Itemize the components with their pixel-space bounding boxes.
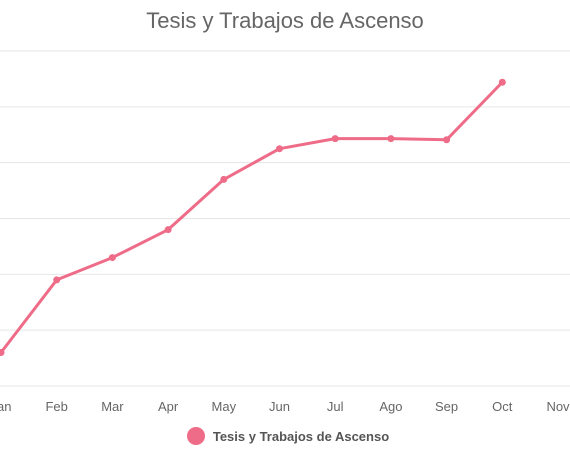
x-tick-label: Ago: [379, 399, 402, 414]
gridlines: [0, 50, 570, 387]
data-point[interactable]: [108, 254, 116, 262]
x-tick-label: Apr: [158, 399, 179, 414]
series-points: [0, 78, 506, 356]
x-tick-label: Sep: [435, 399, 458, 414]
x-tick-label: Jan: [0, 399, 11, 414]
data-point[interactable]: [498, 78, 506, 86]
data-point[interactable]: [220, 175, 228, 183]
x-axis-ticks: Jan Feb Mar Apr May Jun Jul Ago Sep Oct Nov: [0, 399, 570, 414]
legend-label: Tesis y Trabajos de Ascenso: [212, 428, 390, 444]
data-point[interactable]: [387, 135, 395, 143]
data-point[interactable]: [331, 135, 339, 143]
legend: Tesis y Trabajos de Ascenso: [0, 424, 570, 448]
legend-item[interactable]: Tesis y Trabajos de Ascenso: [186, 427, 390, 445]
data-point[interactable]: [443, 136, 451, 144]
data-point[interactable]: [164, 226, 172, 234]
data-point[interactable]: [53, 276, 61, 284]
x-tick-label: Mar: [101, 399, 124, 414]
x-tick-label: May: [212, 399, 237, 414]
x-tick-label: Jun: [269, 399, 290, 414]
x-tick-label: Jul: [327, 399, 344, 414]
x-tick-label: Oct: [492, 399, 513, 414]
series-line: [0, 80, 504, 354]
legend-swatch: [186, 427, 205, 445]
chart-title: Tesis y Trabajos de Ascenso: [146, 8, 424, 33]
x-tick-label: Nov: [546, 399, 570, 414]
x-tick-label: Feb: [45, 399, 67, 414]
data-point[interactable]: [0, 349, 5, 356]
data-point[interactable]: [276, 145, 283, 153]
